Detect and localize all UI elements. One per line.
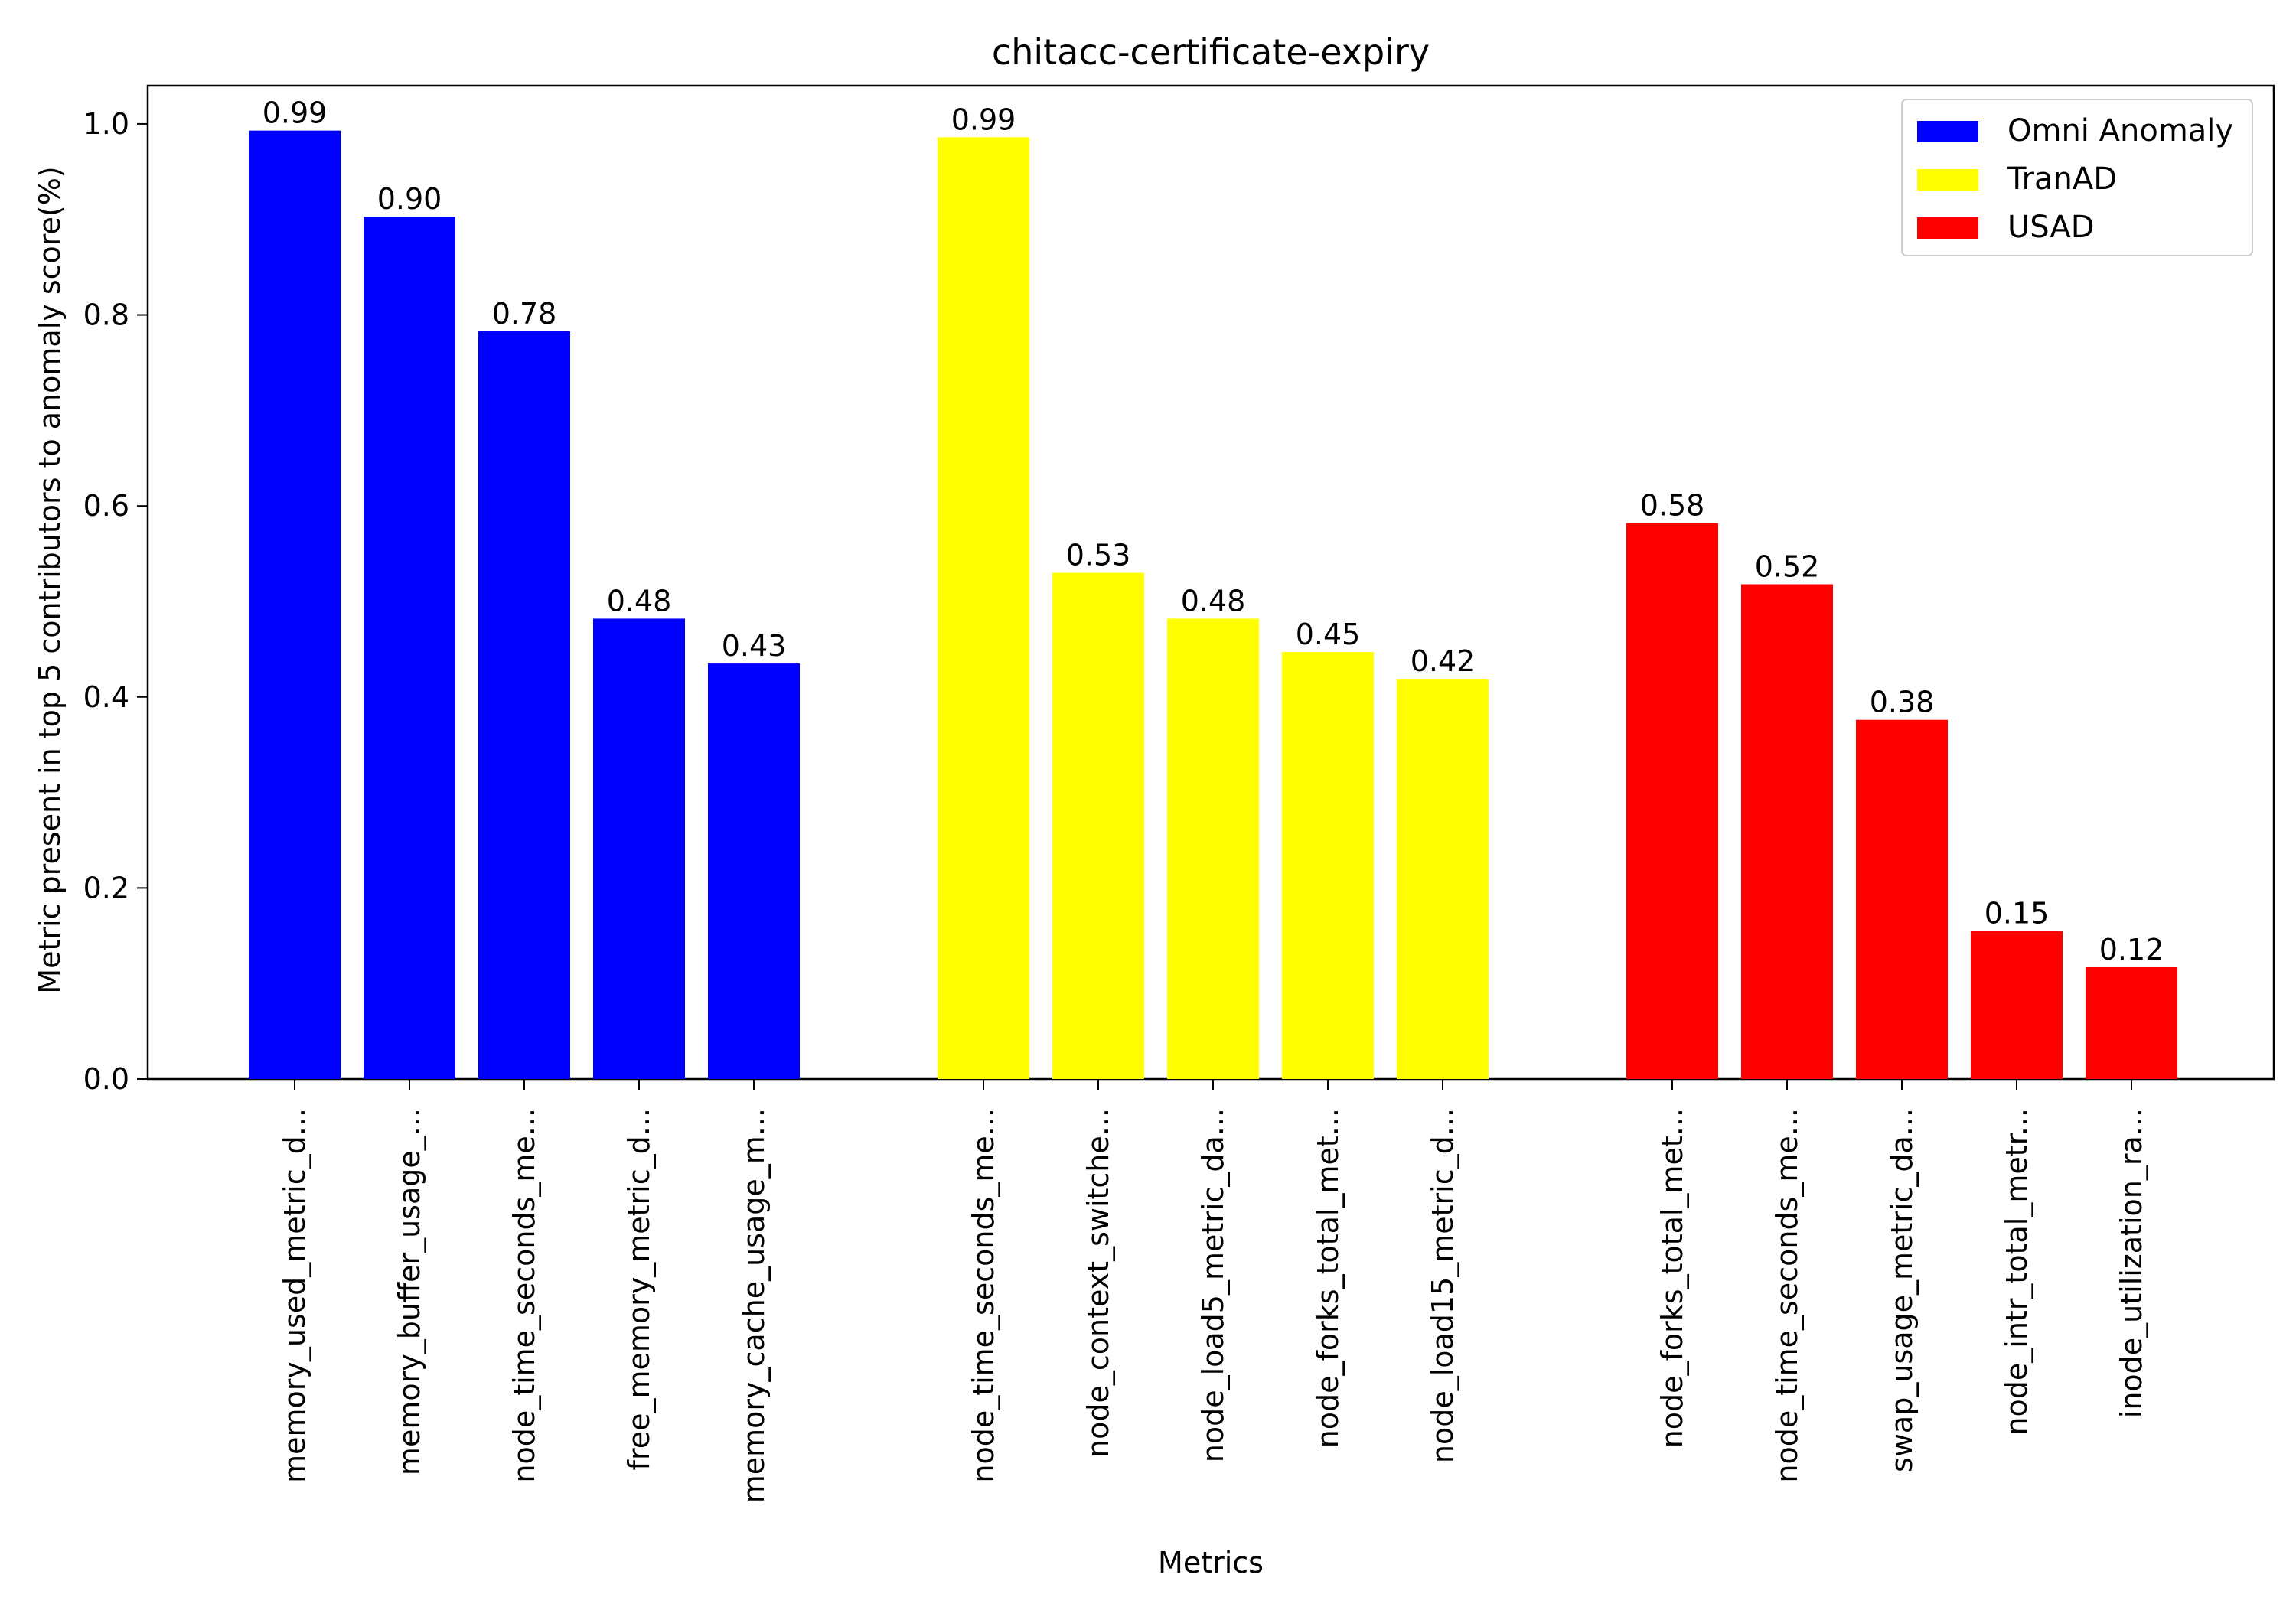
bar-value-label: 0.99 (263, 96, 328, 130)
bar-value-label: 0.52 (1755, 549, 1820, 583)
y-tick-label: 1.0 (83, 107, 129, 141)
y-tick-labels: 0.0 0.2 0.4 0.6 0.8 1.0 (83, 107, 129, 1096)
bar-value-label: 0.12 (2099, 933, 2164, 966)
y-tick-label: 0.4 (83, 680, 129, 714)
bar-value-label: 0.53 (1066, 539, 1131, 572)
bar (1167, 618, 1259, 1079)
bar-value-label: 0.15 (1985, 897, 2050, 931)
bar (593, 618, 685, 1079)
x-tick-label: node_forks_total_met... (1655, 1108, 1689, 1448)
bar-value-label: 0.43 (722, 629, 787, 663)
bar (1052, 572, 1144, 1079)
bar (1397, 679, 1489, 1079)
x-tick-label: memory_buffer_usage_... (393, 1108, 426, 1475)
y-axis-label: Metric present in top 5 contributors to … (33, 166, 67, 993)
x-tick-label: node_forks_total_met... (1311, 1108, 1345, 1448)
legend-entry-label: TranAD (2007, 161, 2117, 197)
bar-value-label: 0.99 (951, 103, 1016, 136)
x-tick-label: memory_cache_usage_m... (737, 1108, 771, 1503)
legend: Omni Anomaly TranAD USAD (1901, 99, 2253, 256)
bar-value-label: 0.78 (492, 297, 557, 331)
bar-value-labels: 0.99 0.90 0.78 0.48 0.43 0.99 0.53 0.48 0.45 0.42… (263, 96, 2164, 966)
bar (249, 130, 341, 1079)
legend-entry-label: USAD (2007, 210, 2095, 245)
bar-value-label: 0.45 (1296, 618, 1361, 651)
y-tick-label: 0.0 (83, 1062, 129, 1096)
x-tick-label: inode_utilization_ra... (2115, 1108, 2148, 1418)
legend-swatch (1917, 169, 1978, 191)
legend-entry-label: Omni Anomaly (2007, 113, 2233, 148)
x-tick-label: node_intr_total_metr... (2000, 1108, 2033, 1436)
x-tick-label: free_memory_metric_d... (622, 1108, 656, 1470)
legend-swatch (1917, 217, 1978, 239)
x-tick-label: node_load15_metric_d... (1426, 1108, 1459, 1463)
bar (1971, 931, 2063, 1079)
bar-value-label: 0.48 (607, 584, 672, 618)
x-tick-label: node_time_seconds_me... (1770, 1108, 1804, 1483)
y-tick-label: 0.8 (83, 298, 129, 332)
bar (364, 216, 455, 1079)
bar (1856, 719, 1948, 1079)
x-tick-label: node_time_seconds_me... (507, 1108, 541, 1483)
x-tick-label: swap_usage_metric_da... (1885, 1108, 1919, 1472)
y-tick-label: 0.2 (83, 871, 129, 905)
bar-value-label: 0.90 (377, 182, 442, 216)
bar-value-label: 0.48 (1181, 584, 1246, 618)
x-tick-label: node_context_switche... (1081, 1108, 1115, 1458)
bar-value-label: 0.42 (1411, 644, 1476, 678)
bar (1741, 584, 1833, 1079)
x-tick-label: memory_used_metric_d... (278, 1108, 311, 1483)
legend-swatch (1917, 121, 1978, 142)
bar (938, 137, 1029, 1080)
legend-box (1901, 99, 2253, 256)
bar-value-label: 0.38 (1870, 686, 1935, 719)
x-axis-label: Metrics (1158, 1546, 1264, 1579)
bar (1626, 523, 1718, 1079)
bar (1282, 652, 1374, 1079)
bar-value-label: 0.58 (1640, 489, 1705, 523)
x-tick-labels: memory_used_metric_d... memory_buffer_usa… (278, 1108, 2148, 1503)
y-tick-label: 0.6 (83, 489, 129, 523)
bars (249, 130, 2177, 1080)
bar (708, 663, 800, 1079)
bar (478, 331, 570, 1080)
x-tick-label: node_time_seconds_me... (967, 1108, 1000, 1483)
bar (2086, 966, 2177, 1079)
chart-title: chitacc-certificate-expiry (992, 31, 1430, 73)
x-tick-label: node_load5_metric_da... (1196, 1108, 1230, 1462)
